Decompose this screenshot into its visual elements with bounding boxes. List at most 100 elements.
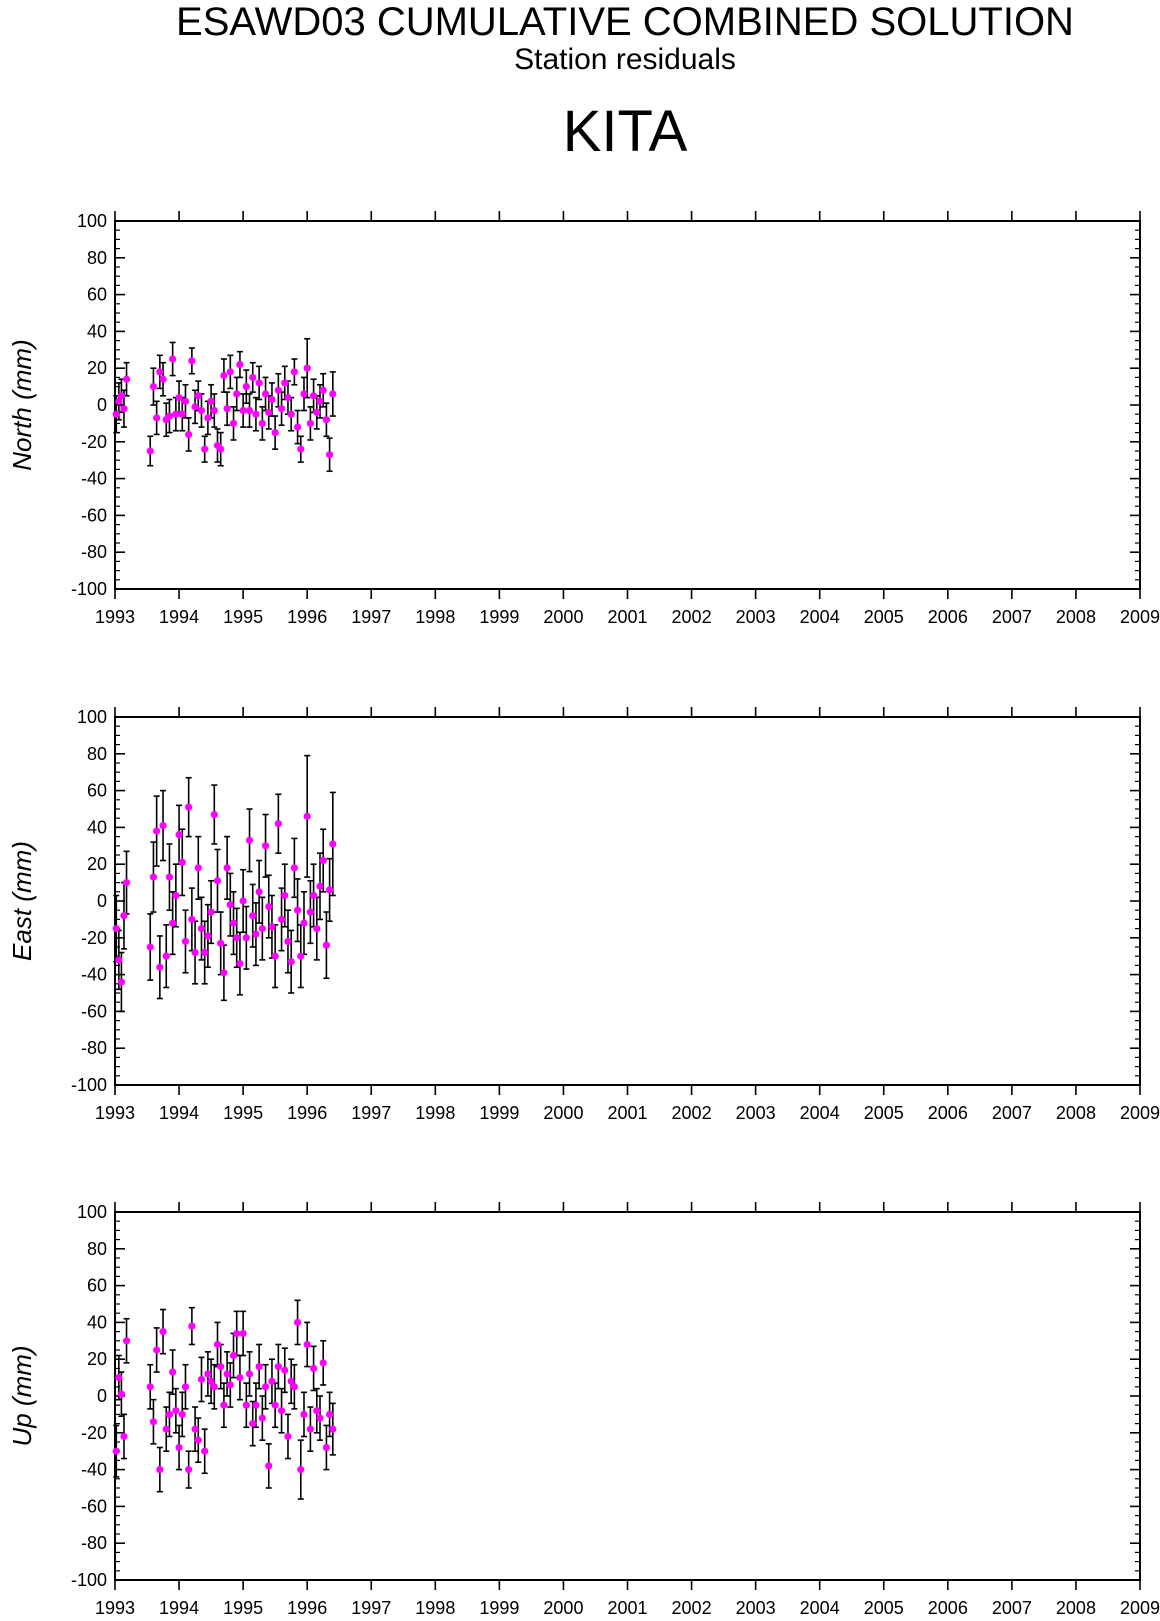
x-tick-label: 1996: [287, 1103, 327, 1123]
data-point: [172, 891, 180, 900]
data-point: [316, 397, 324, 405]
y-tick-label: -100: [71, 1075, 107, 1095]
y-tick-label: 80: [87, 248, 107, 268]
data-point: [277, 405, 286, 413]
data-point: [204, 932, 212, 940]
x-tick-label: 2000: [543, 1598, 583, 1618]
y-tick-label: -80: [81, 542, 107, 562]
data-point: [300, 1410, 308, 1418]
data-point: [229, 919, 238, 927]
station-name: KITA: [562, 99, 688, 164]
x-tick-label: 1993: [95, 607, 135, 627]
data-point: [274, 386, 282, 394]
data-point: [159, 821, 167, 830]
data-point: [197, 406, 206, 415]
x-tick-label: 2002: [672, 1103, 712, 1123]
data-point: [255, 888, 263, 896]
data-point: [122, 879, 131, 887]
y-tick-label: 20: [87, 358, 107, 378]
y-tick-label: -100: [71, 579, 107, 599]
data-point: [197, 1375, 206, 1384]
x-tick-label: 1999: [479, 1103, 519, 1123]
data-point: [226, 1381, 234, 1389]
data-point: [201, 445, 209, 453]
x-tick-label: 1998: [415, 1103, 455, 1123]
data-point: [226, 368, 234, 376]
y-tick-label: 80: [87, 1239, 107, 1259]
data-point: [300, 919, 308, 927]
x-tick-label: 2007: [992, 1103, 1032, 1123]
y-tick-label: -60: [81, 505, 107, 525]
data-point: [268, 395, 276, 404]
data-point: [217, 445, 225, 453]
data-point: [261, 842, 270, 850]
data-point: [188, 915, 196, 924]
data-point: [146, 447, 154, 455]
data-point: [112, 1447, 120, 1455]
data-point: [146, 1383, 154, 1391]
y-axis-label: East (mm): [7, 841, 37, 961]
y-tick-label: -40: [81, 1460, 107, 1480]
y-tick-label: 60: [87, 1276, 107, 1296]
data-point: [159, 375, 167, 383]
data-point: [223, 405, 231, 413]
data-point: [322, 941, 331, 949]
y-tick-label: 40: [87, 321, 107, 341]
data-point: [284, 1432, 292, 1441]
x-tick-label: 1995: [223, 1103, 263, 1123]
data-point: [229, 419, 238, 427]
data-point: [252, 410, 260, 418]
data-point: [115, 956, 123, 964]
data-point: [220, 371, 228, 380]
data-point: [245, 406, 254, 415]
data-point: [258, 925, 266, 933]
data-point: [274, 820, 282, 828]
x-tick-label: 1997: [351, 1103, 391, 1123]
data-point: [188, 1322, 196, 1330]
data-point: [252, 1401, 260, 1409]
chart-title: ESAWD03 CUMULATIVE COMBINED SOLUTION: [176, 0, 1074, 44]
y-tick-label: 0: [97, 395, 107, 415]
y-tick-label: 20: [87, 854, 107, 874]
data-point: [112, 925, 120, 933]
data-point: [265, 902, 273, 911]
data-point: [326, 1410, 334, 1418]
y-tick-label: -80: [81, 1533, 107, 1553]
data-point: [309, 891, 318, 900]
x-tick-label: 2003: [736, 607, 776, 627]
x-tick-label: 2003: [736, 1103, 776, 1123]
data-point: [313, 925, 321, 933]
y-tick-label: 0: [97, 891, 107, 911]
data-point: [306, 419, 314, 427]
data-point: [322, 416, 331, 424]
data-point: [265, 1462, 273, 1470]
data-point: [149, 383, 158, 391]
data-point: [322, 1443, 331, 1452]
y-tick-label: 100: [77, 211, 107, 231]
data-point: [281, 891, 289, 900]
x-tick-label: 1999: [479, 607, 519, 627]
y-tick-label: -40: [81, 469, 107, 489]
data-point: [117, 1390, 126, 1398]
y-tick-label: -80: [81, 1038, 107, 1058]
data-point: [268, 923, 276, 931]
data-point: [249, 1420, 257, 1428]
data-point: [165, 873, 174, 881]
y-tick-label: -60: [81, 1496, 107, 1516]
x-tick-label: 1997: [351, 607, 391, 627]
data-point: [153, 1346, 161, 1354]
data-point: [210, 810, 218, 819]
y-tick-label: 100: [77, 1202, 107, 1222]
data-point: [172, 410, 180, 418]
data-point: [297, 952, 305, 960]
x-tick-label: 2005: [864, 1103, 904, 1123]
data-point: [281, 1366, 289, 1374]
chart-panel-2: 100 80 60 40 20 0 -20 -40 -60 -80 -100 1993 1994 1995…: [7, 707, 1160, 1123]
data-point: [233, 390, 241, 398]
y-tick-label: -40: [81, 965, 107, 985]
data-point: [265, 408, 273, 416]
x-tick-label: 1998: [415, 607, 455, 627]
data-point: [185, 430, 193, 439]
x-tick-label: 2007: [992, 607, 1032, 627]
